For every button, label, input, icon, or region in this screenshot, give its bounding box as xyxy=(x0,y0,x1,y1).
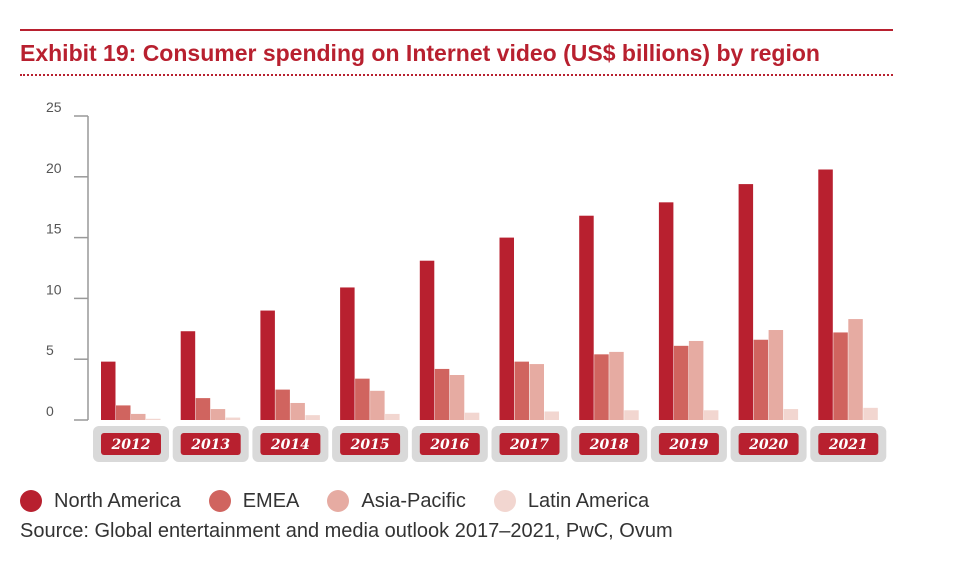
bar-asia-pacific-2015 xyxy=(370,390,385,420)
y-tick-label: 25 xyxy=(46,99,62,115)
x-label-tab xyxy=(579,433,640,455)
chart-title: Exhibit 19: Consumer spending on Interne… xyxy=(20,40,820,66)
bar-asia-pacific-2017 xyxy=(529,364,544,420)
bar-latin-america-2020 xyxy=(783,409,799,420)
bar-latin-america-2017 xyxy=(544,411,559,420)
bar-north-america-2013 xyxy=(180,331,196,420)
bar-north-america-2021 xyxy=(818,169,833,420)
chart-legend: North America EMEA Asia-Pacific Latin Ameri… xyxy=(20,486,677,516)
legend-label: EMEA xyxy=(242,489,300,512)
legend-swatch xyxy=(20,490,42,512)
legend-swatch xyxy=(493,490,516,512)
bar-asia-pacific-2014 xyxy=(290,402,305,420)
bar-emea-2021 xyxy=(833,332,848,420)
bar-north-america-2012 xyxy=(101,361,116,420)
bar-north-america-2018 xyxy=(579,215,594,420)
legend-item-asia-pacific: Asia-Pacific xyxy=(327,489,466,513)
bar-asia-pacific-2018 xyxy=(609,351,624,420)
bar-latin-america-2012 xyxy=(146,418,161,420)
x-tick-label: 2016 xyxy=(429,437,469,453)
x-tick-label: 2018 xyxy=(589,437,629,453)
bar-latin-america-2015 xyxy=(385,413,400,420)
bar-emea-2020 xyxy=(753,339,769,420)
legend-label: Asia-Pacific xyxy=(361,489,466,512)
bar-latin-america-2014 xyxy=(305,415,320,420)
x-label-tab xyxy=(818,433,879,455)
x-label-tab xyxy=(738,433,799,455)
legend-item-latin-america: Latin America xyxy=(493,489,650,513)
source-note: Source: Global entertainment and media o… xyxy=(20,520,673,542)
legend-label: Latin America xyxy=(527,489,650,512)
title-top-rule xyxy=(20,29,893,31)
x-label-tab xyxy=(419,433,480,455)
x-tick-label: 2013 xyxy=(190,437,230,453)
x-tick-label: 2020 xyxy=(748,437,788,453)
bar-north-america-2016 xyxy=(419,260,435,420)
y-tick-label: 20 xyxy=(46,160,62,176)
x-tick-label: 2019 xyxy=(668,437,708,453)
bar-emea-2014 xyxy=(275,389,290,420)
bar-asia-pacific-2013 xyxy=(210,409,226,420)
y-tick-label: 0 xyxy=(46,403,54,419)
y-tick-label: 5 xyxy=(46,342,54,358)
bar-emea-2015 xyxy=(355,378,370,420)
x-tick-label: 2015 xyxy=(350,437,390,453)
x-tick-label: 2014 xyxy=(270,437,310,453)
bar-emea-2013 xyxy=(195,398,211,420)
bar-north-america-2020 xyxy=(738,184,754,420)
x-label-tab xyxy=(101,433,161,455)
bar-latin-america-2013 xyxy=(225,417,241,420)
x-label-tab xyxy=(499,433,560,455)
bar-emea-2012 xyxy=(116,405,131,420)
bar-north-america-2019 xyxy=(658,202,674,420)
bar-latin-america-2019 xyxy=(703,410,719,420)
bar-asia-pacific-2019 xyxy=(688,340,704,420)
x-tick-label: 2012 xyxy=(111,437,151,453)
y-tick-label: 10 xyxy=(46,281,62,297)
x-label-tab xyxy=(260,433,321,455)
bar-north-america-2017 xyxy=(499,237,514,420)
legend-label: North America xyxy=(54,489,181,512)
legend-item-north-america: North America xyxy=(20,490,181,513)
bar-asia-pacific-2012 xyxy=(131,413,146,420)
bar-emea-2018 xyxy=(594,354,609,420)
x-label-tab xyxy=(340,433,401,455)
bar-emea-2017 xyxy=(514,361,529,420)
bar-north-america-2015 xyxy=(340,287,355,420)
y-tick-label: 15 xyxy=(46,221,62,237)
bar-latin-america-2021 xyxy=(863,407,878,420)
legend-swatch xyxy=(327,490,350,512)
bar-latin-america-2016 xyxy=(464,412,480,420)
x-label-tab xyxy=(658,433,719,455)
bar-latin-america-2018 xyxy=(624,410,639,420)
x-tick-label: 2017 xyxy=(509,437,549,453)
title-dotted-rule xyxy=(20,74,893,76)
legend-item-emea: EMEA xyxy=(208,489,300,513)
legend-swatch xyxy=(208,490,231,512)
bar-asia-pacific-2016 xyxy=(449,375,465,420)
bar-emea-2019 xyxy=(673,345,689,420)
bar-chart: 0 5 10 15 20 25 2012 2013 2014 2015 2016 2017 2018 20… xyxy=(46,99,887,462)
bar-emea-2016 xyxy=(434,368,450,420)
x-label-tab xyxy=(180,433,241,455)
x-tick-label: 2021 xyxy=(828,437,868,453)
bar-asia-pacific-2021 xyxy=(848,319,863,420)
bar-asia-pacific-2020 xyxy=(768,330,784,420)
bar-north-america-2014 xyxy=(260,310,275,420)
